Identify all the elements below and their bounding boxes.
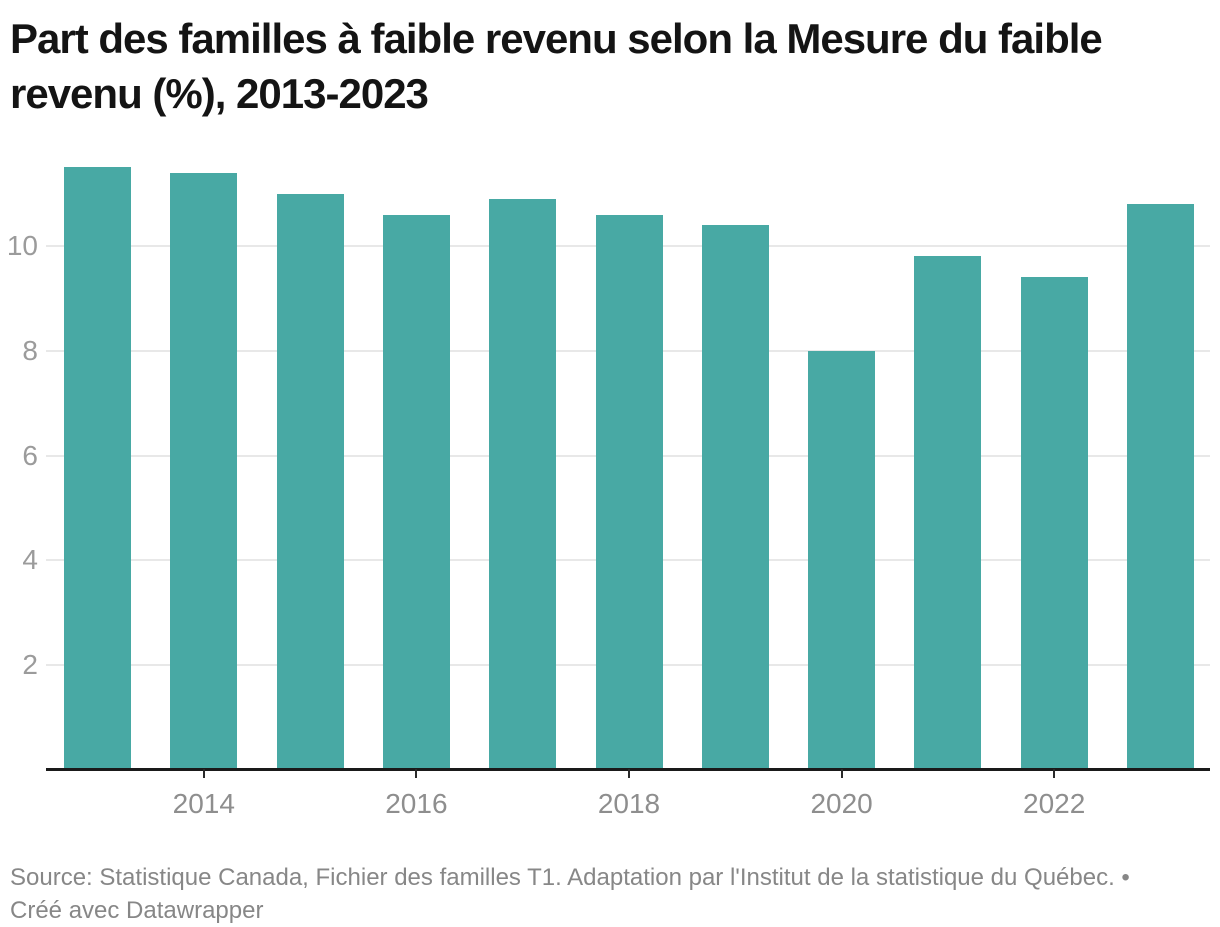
bar-2018	[595, 214, 663, 770]
bar-2021	[914, 256, 982, 770]
bar-2023	[1127, 204, 1194, 770]
y-axis-label: 6	[22, 439, 38, 471]
x-tick-2014	[202, 769, 205, 778]
bar-2020	[808, 350, 876, 770]
bar-2014	[170, 172, 238, 770]
chart-title: Part des familles à faible revenu selon …	[10, 15, 1103, 117]
bar-2016	[382, 214, 450, 770]
bar-2017	[489, 198, 557, 770]
x-tick-2020	[840, 769, 843, 778]
x-axis-label: 2018	[597, 788, 661, 819]
y-axis-label: 2	[22, 649, 38, 681]
x-tick-2018	[628, 769, 630, 778]
bar-2013	[64, 167, 131, 770]
x-axis-label: 2016	[385, 788, 448, 819]
x-tick-2016	[415, 769, 418, 778]
bar-2019	[701, 225, 769, 770]
x-axis-label: 2022	[1023, 788, 1086, 819]
y-axis-label: 4	[22, 544, 38, 576]
x-axis-label: 2014	[172, 788, 235, 819]
x-axis-label: 2020	[810, 788, 873, 819]
y-axis-label: 10	[6, 230, 38, 261]
datawrapper-credit: Créé avec Datawrapper	[10, 897, 264, 925]
y-axis-label: 8	[22, 334, 38, 366]
bar-2015	[276, 193, 344, 770]
footer-separator: •	[1114, 864, 1130, 891]
x-tick-2022	[1053, 769, 1056, 778]
chart-footer: Source: Statistique Canada, Fichier des …	[10, 861, 1160, 927]
source-text: Source: Statistique Canada, Fichier des …	[10, 864, 1115, 891]
bar-2022	[1020, 277, 1088, 770]
